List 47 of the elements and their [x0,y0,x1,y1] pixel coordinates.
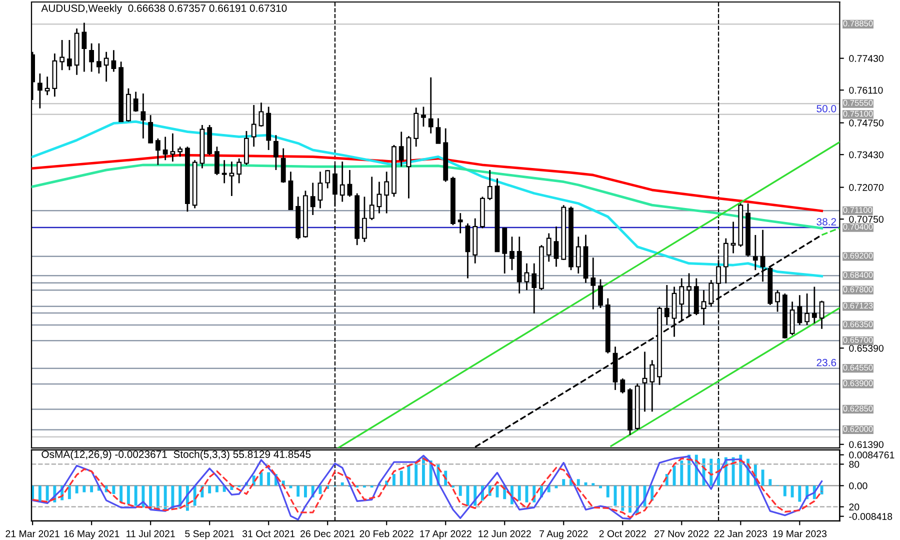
ref-line-label: 0.78850 [843,20,873,26]
x-tick-label: 11 Jul 2021 [126,530,175,538]
ref-line-label: 0.75100 [843,110,873,117]
x-tick-label: 19 Mar 2023 [773,530,827,538]
ref-line-label: 0.69200 [843,252,873,259]
x-tick-label: 20 Feb 2022 [360,530,414,538]
y-tick-label: 0.0084761 [849,452,894,458]
x-tick-label: 5 Sep 2021 [185,530,234,540]
x-tick-label: 27 Nov 2022 [654,530,709,538]
ref-line-label: 0.68400 [843,272,873,278]
y-tick-label: 0.61390 [849,441,884,448]
y-tick-label: 0.77430 [849,55,884,62]
y-tick-label: 0.73430 [849,151,884,158]
annotation: 38.2 [816,218,836,226]
y-tick-label: -0.008418 [849,513,892,520]
x-tick-label: 7 Aug 2022 [540,530,588,540]
ref-line-label: 0.66350 [843,321,873,328]
y2-tick-label: 20 [849,504,860,510]
x-tick-label: 12 Jun 2022 [478,530,531,538]
y-tick-label: 0.72070 [849,184,884,191]
chart-title: AUDUSD,Weekly 0.66638 0.67357 0.66191 0.67310 [41,4,287,14]
ref-line-label: 0.67123 [843,302,873,309]
ref-line-label: 0.62000 [843,426,873,432]
y-tick-label: 0.65390 [849,344,884,352]
x-tick-label: 31 Oct 2021 [242,530,295,538]
chart-title: OsMA(12,26,9) -0.0023671 Stoch(5,3,3) 55.8129 41.8545 [42,450,311,460]
y-tick-label: 0.74750 [849,120,884,126]
y-tick-label: 0.00 [849,482,868,490]
x-tick-label: 17 Apr 2022 [420,530,472,540]
ref-line-label: 0.62850 [843,406,873,412]
ref-line-label: 0.71100 [843,207,872,213]
ref-line-label: 0.75550 [843,100,873,106]
y-tick-label: 0.76110 [849,86,883,94]
x-tick-label: 16 May 2021 [64,530,120,540]
x-tick-label: 2 Oct 2022 [599,530,646,538]
x-tick-label: 26 Dec 2021 [300,530,355,538]
annotation: 23.6 [816,358,836,366]
y-tick-label: 0.70750 [849,216,884,223]
x-tick-label: 21 Mar 2021 [6,530,60,538]
x-tick-label: 22 Jan 2023 [714,530,767,538]
ref-line-label: 0.70400 [843,224,873,230]
ref-line-label: 0.63900 [843,380,873,386]
ref-line-label: 0.67800 [843,286,873,292]
ref-line-label: 0.65700 [843,336,873,343]
y2-tick-label: 80 [849,460,860,468]
annotation: 50.0 [816,104,836,112]
ref-line-label: 0.64550 [843,364,873,371]
